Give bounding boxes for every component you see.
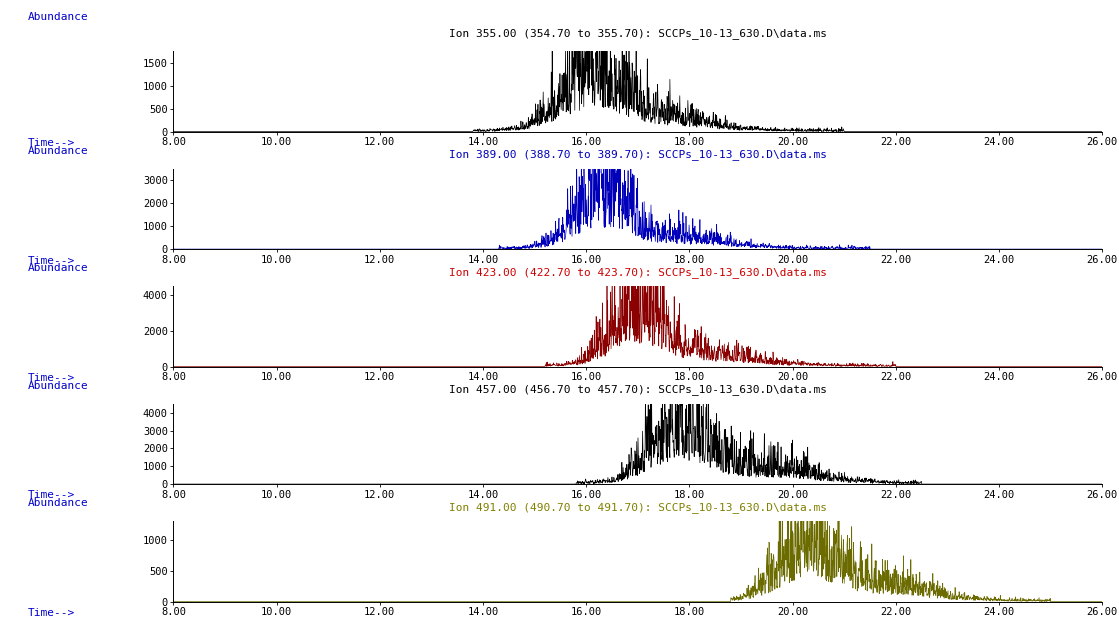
Text: Time-->: Time--> (28, 490, 75, 501)
Text: Abundance: Abundance (28, 12, 88, 22)
Text: Abundance: Abundance (28, 263, 88, 273)
Text: Abundance: Abundance (28, 498, 88, 508)
Text: Abundance: Abundance (28, 146, 88, 156)
Text: Time-->: Time--> (28, 138, 75, 148)
Text: Abundance: Abundance (28, 381, 88, 391)
Text: Time-->: Time--> (28, 256, 75, 266)
Text: Ion 457.00 (456.70 to 457.70): SCCPs_10-13_630.D\data.ms: Ion 457.00 (456.70 to 457.70): SCCPs_10-… (449, 385, 827, 395)
Text: Ion 423.00 (422.70 to 423.70): SCCPs_10-13_630.D\data.ms: Ion 423.00 (422.70 to 423.70): SCCPs_10-… (449, 267, 827, 278)
Text: Time-->: Time--> (28, 373, 75, 383)
Text: Ion 491.00 (490.70 to 491.70): SCCPs_10-13_630.D\data.ms: Ion 491.00 (490.70 to 491.70): SCCPs_10-… (449, 502, 827, 513)
Text: Ion 355.00 (354.70 to 355.70): SCCPs_10-13_630.D\data.ms: Ion 355.00 (354.70 to 355.70): SCCPs_10-… (449, 28, 827, 39)
Text: Time-->: Time--> (28, 608, 75, 618)
Text: Ion 389.00 (388.70 to 389.70): SCCPs_10-13_630.D\data.ms: Ion 389.00 (388.70 to 389.70): SCCPs_10-… (449, 150, 827, 160)
